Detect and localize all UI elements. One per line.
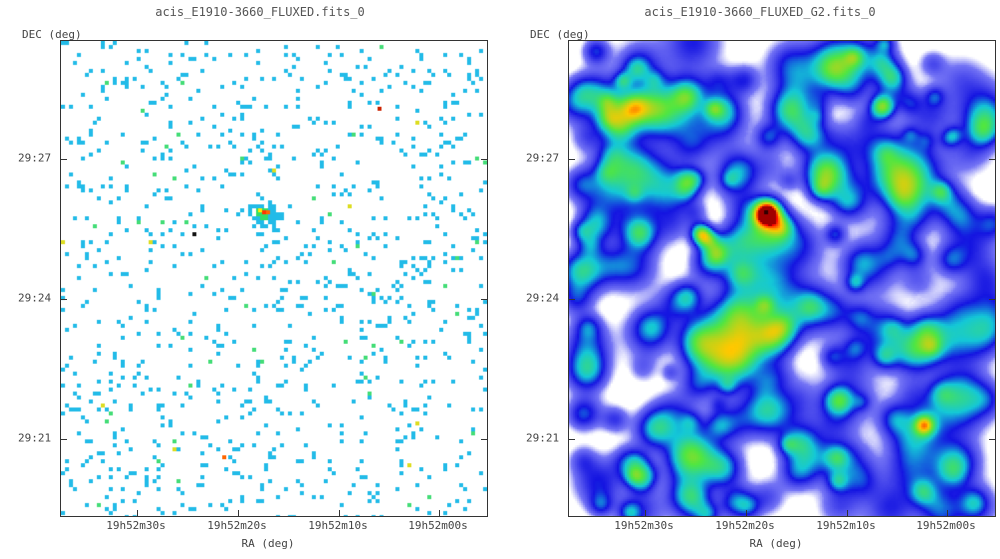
raw-counts-canvas[interactable] <box>61 41 487 516</box>
smoothed-canvas[interactable] <box>569 41 995 516</box>
y-tick-label: 29:24 <box>18 291 52 305</box>
y-tick-mark <box>989 439 995 440</box>
y-tick-label: 29:21 <box>18 431 52 445</box>
y-tick-mark <box>481 159 487 160</box>
y-axis-label: DEC (deg) <box>530 28 590 41</box>
y-tick-mark <box>569 159 575 160</box>
x-tick-label: 19h52m10s <box>816 519 876 532</box>
x-tick-mark <box>947 510 948 516</box>
y-tick-label: 29:24 <box>526 291 560 305</box>
x-tick-mark <box>339 510 340 516</box>
x-tick-mark <box>137 510 138 516</box>
panel-title: acis_E1910-3660_FLUXED.fits_0 <box>155 5 365 19</box>
left-image-panel: acis_E1910-3660_FLUXED.fits_0 DEC (deg) … <box>18 5 488 550</box>
y-tick-mark <box>569 439 575 440</box>
raw-counts-image[interactable] <box>60 40 488 517</box>
y-tick-label: 29:21 <box>526 431 560 445</box>
x-tick-label: 19h52m20s <box>715 519 775 532</box>
y-tick-mark <box>989 159 995 160</box>
x-tick-label: 19h52m20s <box>207 519 267 532</box>
y-tick-mark <box>61 299 67 300</box>
y-axis-label: DEC (deg) <box>22 28 82 41</box>
y-tick-label: 29:27 <box>18 151 52 165</box>
x-tick-mark <box>645 510 646 516</box>
y-tick-label: 29:27 <box>526 151 560 165</box>
y-tick-mark <box>61 159 67 160</box>
x-tick-label: 19h52m30s <box>106 519 166 532</box>
x-tick-mark <box>238 510 239 516</box>
x-tick-label: 19h52m30s <box>614 519 674 532</box>
x-tick-mark <box>746 510 747 516</box>
y-tick-mark <box>481 439 487 440</box>
y-tick-mark <box>481 299 487 300</box>
x-tick-label: 19h52m00s <box>408 519 468 532</box>
smoothed-image[interactable] <box>568 40 996 517</box>
y-tick-mark <box>569 299 575 300</box>
y-tick-mark <box>989 299 995 300</box>
panel-title: acis_E1910-3660_FLUXED_G2.fits_0 <box>644 5 876 19</box>
y-tick-mark <box>61 439 67 440</box>
x-tick-mark <box>847 510 848 516</box>
x-axis-label: RA (deg) <box>241 537 295 550</box>
x-tick-label: 19h52m10s <box>308 519 368 532</box>
x-tick-mark <box>439 510 440 516</box>
x-tick-label: 19h52m00s <box>916 519 976 532</box>
x-axis-label: RA (deg) <box>749 537 803 550</box>
